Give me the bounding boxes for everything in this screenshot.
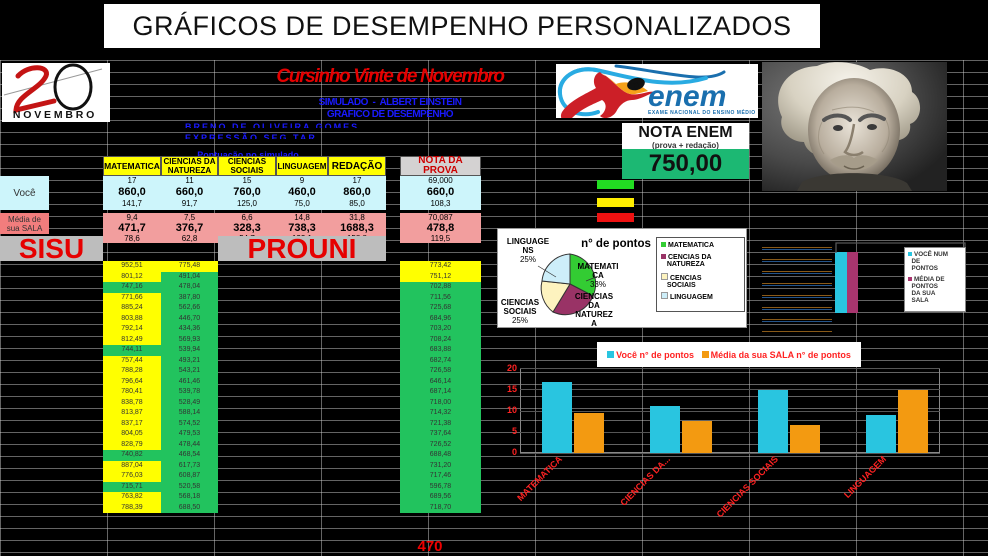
- svg-text:NOVEMBRO: NOVEMBRO: [13, 109, 97, 121]
- svg-text:21%: 21%: [586, 328, 602, 329]
- svg-text:25%: 25%: [520, 255, 536, 264]
- svg-text:CIENCIAS: CIENCIAS: [575, 292, 614, 301]
- svg-text:A: A: [591, 319, 597, 328]
- svg-text:NS: NS: [522, 246, 534, 255]
- svg-text:33%: 33%: [590, 280, 606, 289]
- svg-text:DA: DA: [588, 301, 600, 310]
- svg-text:n° de pontos: n° de pontos: [581, 238, 651, 250]
- svg-text:MATEMATI: MATEMATI: [577, 262, 618, 271]
- svg-text:CA: CA: [592, 271, 604, 280]
- svg-text:EXAME NACIONAL DO ENSINO MÉDIO: EXAME NACIONAL DO ENSINO MÉDIO: [648, 108, 756, 116]
- svg-text:CIENCIAS: CIENCIAS: [501, 298, 540, 307]
- svg-text:LINGUAGE: LINGUAGE: [507, 237, 550, 246]
- svg-text:NATUREZ: NATUREZ: [575, 310, 613, 319]
- svg-text:enem: enem: [648, 80, 726, 113]
- svg-text:SOCIAIS: SOCIAIS: [504, 307, 538, 316]
- svg-text:25%: 25%: [512, 316, 528, 325]
